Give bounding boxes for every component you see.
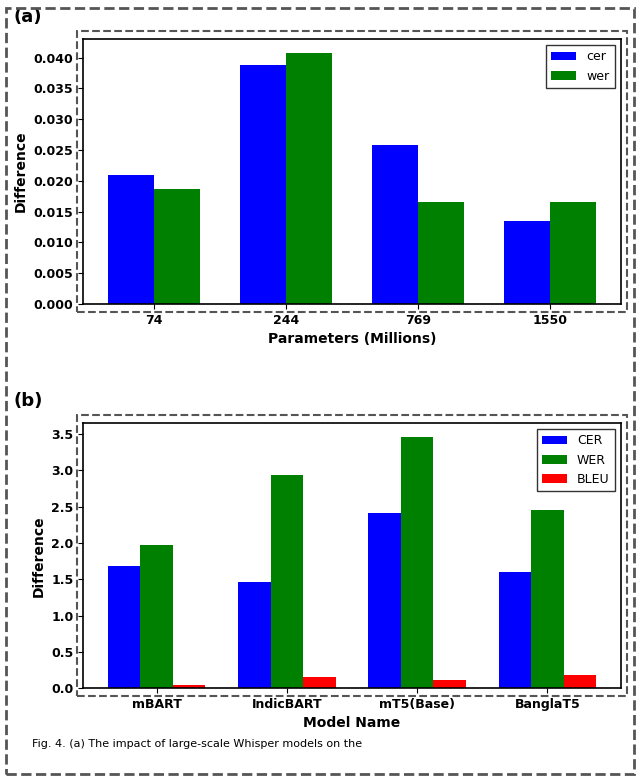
Bar (108, 174, 154, 304)
Bar (550, 203, 596, 304)
Bar (499, 572, 531, 688)
Bar (368, 512, 401, 688)
Y-axis label: Difference: Difference (31, 515, 45, 597)
Bar (108, 566, 140, 688)
Bar (154, 188, 200, 304)
Text: Fig. 4. (a) The impact of large-scale Whisper models on the: Fig. 4. (a) The impact of large-scale Wh… (32, 739, 362, 749)
Bar (271, 475, 303, 688)
Bar (418, 203, 464, 304)
Bar (564, 675, 596, 688)
Bar (531, 511, 564, 688)
Bar (303, 677, 336, 688)
Bar (240, 65, 286, 304)
Bar (504, 221, 550, 304)
Bar (433, 680, 466, 688)
Legend: CER, WER, BLEU: CER, WER, BLEU (537, 429, 614, 491)
Bar (140, 545, 173, 688)
Text: (a): (a) (13, 8, 42, 26)
Bar (238, 582, 271, 688)
X-axis label: Model Name: Model Name (303, 716, 401, 730)
Bar (286, 52, 332, 304)
Text: (b): (b) (13, 392, 43, 410)
Legend: cer, wer: cer, wer (547, 45, 614, 88)
Bar (372, 145, 418, 304)
Bar (401, 437, 433, 688)
Y-axis label: Difference: Difference (14, 131, 28, 213)
X-axis label: Parameters (Millions): Parameters (Millions) (268, 332, 436, 346)
Bar (173, 685, 205, 688)
